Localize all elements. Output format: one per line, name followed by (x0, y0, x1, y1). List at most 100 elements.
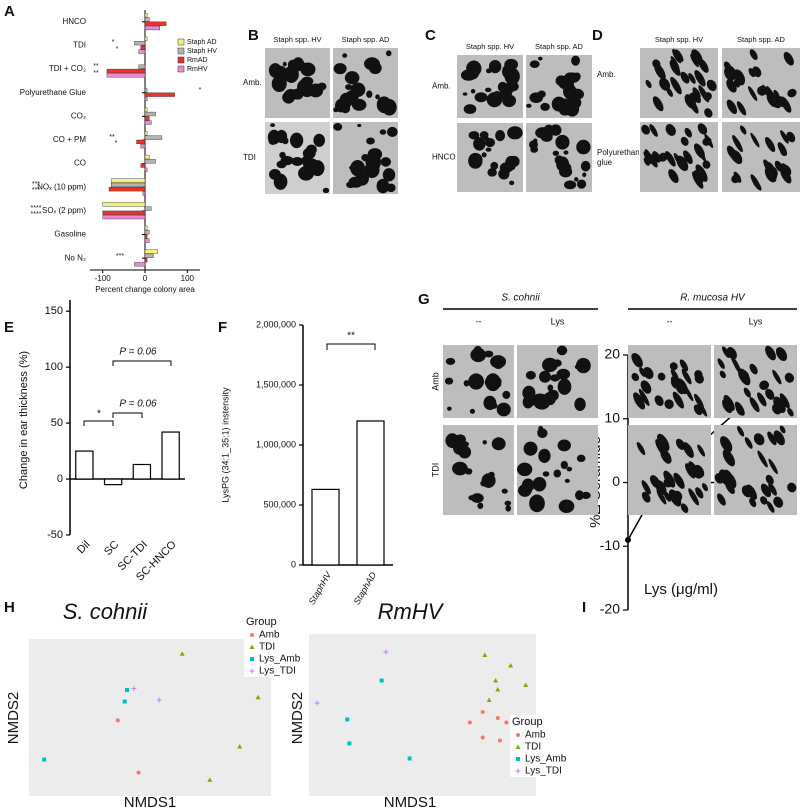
category-label: CO + PM (53, 135, 86, 144)
colony (668, 169, 679, 184)
colony (481, 473, 496, 488)
colony (648, 153, 658, 168)
colony (694, 70, 706, 87)
colony (509, 180, 515, 186)
panel-label: F (218, 319, 227, 336)
colony (532, 477, 547, 492)
point (467, 720, 472, 725)
colony (581, 491, 591, 500)
x-tick-label: 100 (181, 274, 195, 283)
colony (706, 79, 717, 92)
colony (469, 153, 483, 166)
colony (499, 162, 514, 173)
point (508, 663, 514, 668)
colony (654, 63, 666, 80)
point (125, 687, 129, 692)
point (122, 699, 127, 704)
colony (738, 368, 751, 386)
point (625, 536, 631, 543)
colony (575, 357, 591, 374)
colony (564, 72, 577, 83)
colony (784, 372, 794, 383)
point (495, 716, 500, 720)
bar (144, 206, 152, 211)
colony (698, 85, 710, 103)
colony (576, 179, 587, 189)
column-label: Lys (749, 316, 763, 326)
colony (488, 59, 502, 74)
colony (683, 150, 693, 164)
colony (641, 480, 651, 495)
row-label: HNCO (432, 153, 456, 162)
bar (144, 13, 148, 18)
panel-label: G (418, 291, 430, 308)
panel-label: D (592, 27, 603, 44)
colony (757, 392, 767, 407)
bar (140, 163, 146, 168)
x-axis-label: Lys (μg/ml) (644, 581, 718, 598)
annotation: * (115, 140, 118, 147)
colony (322, 187, 330, 194)
colony (631, 372, 639, 382)
colony (780, 130, 789, 144)
bar (144, 230, 150, 235)
colony (470, 493, 484, 503)
colony (692, 91, 701, 104)
legend-marker (516, 757, 520, 761)
row-label: Amb. (243, 78, 262, 87)
colony (473, 142, 480, 148)
legend-marker (249, 668, 255, 674)
colony (773, 496, 784, 508)
bar (103, 478, 123, 486)
colony (694, 464, 705, 478)
colony (682, 384, 694, 402)
colony (654, 395, 664, 406)
colony (470, 88, 476, 94)
point (495, 687, 501, 692)
legend-swatch (177, 65, 185, 73)
colony (368, 61, 382, 75)
bracket (112, 360, 172, 366)
row-label: Amb (430, 372, 440, 391)
colony (631, 353, 642, 368)
colony (487, 168, 497, 177)
chart-title: RmHV (378, 599, 445, 624)
colony (379, 129, 387, 135)
colony (641, 124, 650, 135)
colony (722, 449, 736, 467)
colony (308, 83, 324, 98)
colony (694, 370, 703, 379)
y-tick-label: 20 (604, 346, 620, 362)
colony (688, 488, 700, 506)
colony (470, 347, 487, 363)
colony (760, 483, 772, 498)
y-tick-label: 50 (51, 417, 63, 429)
colony (676, 383, 685, 395)
bracket (83, 420, 114, 426)
point (383, 649, 389, 655)
colony (298, 166, 314, 181)
colony (673, 153, 681, 164)
bar (144, 249, 158, 254)
bar (356, 420, 385, 566)
colony (641, 491, 651, 503)
colony (463, 104, 477, 115)
bar (144, 36, 148, 41)
colony (663, 478, 673, 488)
colony (542, 471, 550, 477)
annotation: * (199, 87, 202, 94)
colony (533, 138, 538, 144)
bar (144, 154, 150, 160)
colony (696, 146, 707, 162)
colony (289, 132, 304, 149)
colony (726, 99, 738, 114)
column-label: -- (667, 316, 673, 326)
colony (452, 461, 468, 476)
colony (486, 68, 492, 74)
colony (523, 441, 538, 456)
bar (140, 45, 146, 50)
colony (275, 129, 288, 144)
plot-background (29, 639, 271, 796)
colony (386, 183, 396, 193)
colony (580, 160, 591, 172)
